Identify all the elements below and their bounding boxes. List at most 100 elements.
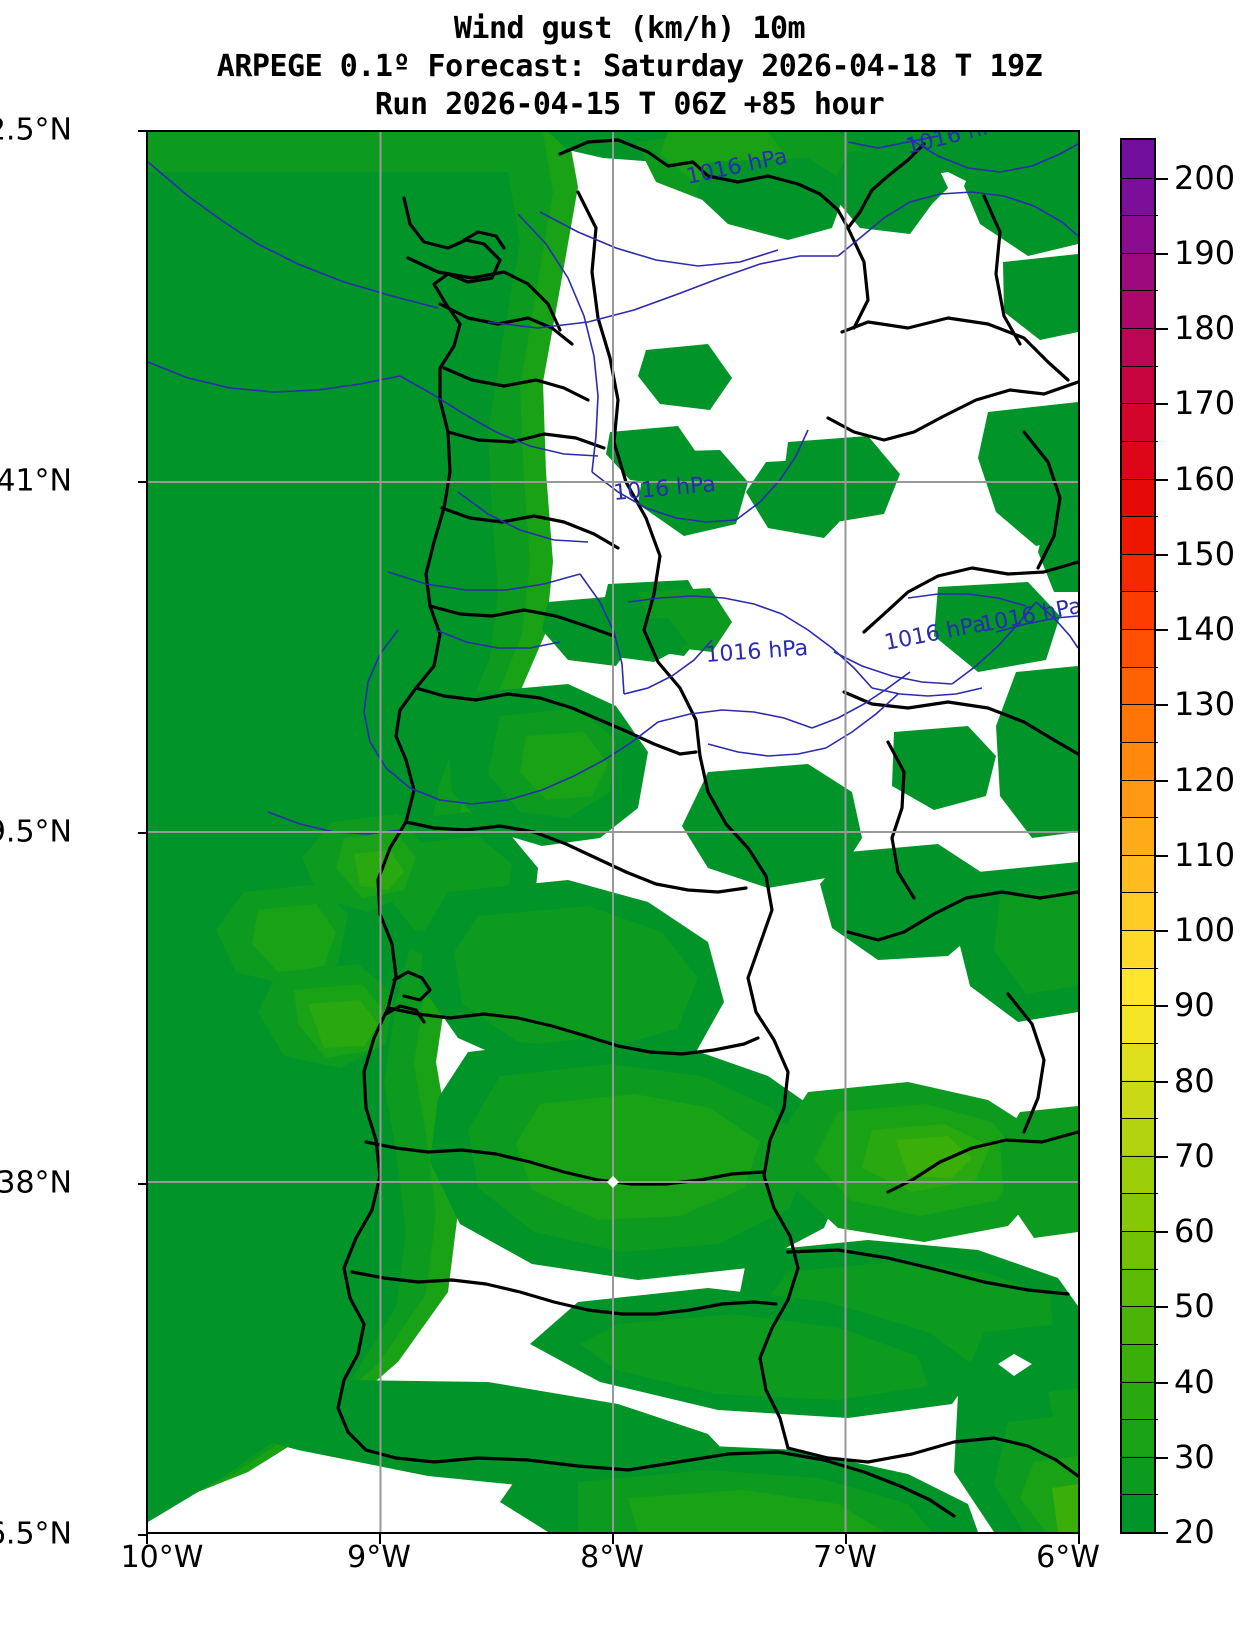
- colorbar-tick-mark: [1156, 1005, 1168, 1008]
- colorbar-band-separator: [1122, 704, 1158, 706]
- colorbar-tick-label: 190: [1174, 233, 1236, 272]
- colorbar-band-separator: [1122, 1456, 1158, 1458]
- colorbar-band-separator: [1122, 177, 1158, 179]
- colorbar-band: [1122, 741, 1154, 780]
- colorbar-band: [1122, 478, 1154, 517]
- colorbar-band: [1122, 1381, 1154, 1419]
- x-tick-mark: [379, 1534, 381, 1544]
- colorbar-tick-label: 90: [1174, 986, 1215, 1025]
- colorbar[interactable]: [1120, 138, 1158, 1534]
- colorbar-band: [1122, 967, 1154, 1006]
- colorbar-tick-label: 70: [1174, 1136, 1215, 1175]
- colorbar-band-separator: [1122, 892, 1158, 894]
- colorbar-band-separator: [1122, 478, 1158, 480]
- colorbar-band-separator: [1122, 967, 1158, 969]
- colorbar-tick-mark: [1156, 478, 1168, 481]
- colorbar-band-separator: [1122, 930, 1158, 932]
- x-tick-mark: [146, 1534, 148, 1544]
- colorbar-tick-mark: [1156, 1080, 1168, 1083]
- colorbar-band: [1122, 1117, 1154, 1156]
- colorbar-tick-label: 160: [1174, 459, 1236, 498]
- windgust-contour-fills: [148, 132, 578, 1532]
- colorbar-tick-label: 80: [1174, 1061, 1215, 1100]
- colorbar-tick-mark: [1156, 779, 1168, 782]
- colorbar-band-separator: [1122, 440, 1158, 442]
- colorbar-band: [1122, 365, 1154, 404]
- chart-subtitle: ARPEGE 0.1º Forecast: Saturday 2026-04-1…: [216, 49, 1043, 84]
- colorbar-band: [1122, 1268, 1154, 1306]
- colorbar-tick-label: 200: [1174, 158, 1236, 197]
- colorbar-band-separator: [1122, 1268, 1158, 1270]
- colorbar-band: [1122, 1042, 1154, 1081]
- colorbar-band-separator: [1122, 1080, 1158, 1082]
- colorbar-band-separator: [1122, 403, 1158, 405]
- colorbar-band: [1122, 553, 1154, 592]
- map-plot-area[interactable]: 1016 hPa 1016 hPa 1016 hPa 1016 hPa 1016…: [146, 130, 1080, 1534]
- colorbar-band-separator: [1122, 741, 1158, 743]
- colorbar-band-separator: [1122, 1419, 1158, 1421]
- grid-intersection-marker: [607, 1176, 619, 1188]
- pressure-isobars: [148, 135, 1078, 835]
- colorbar-tick-mark: [1156, 553, 1168, 556]
- colorbar-band: [1122, 892, 1154, 930]
- windgust-patch-south: [208, 1038, 1078, 1532]
- x-tick-label-10w: 10°W: [120, 1540, 204, 1575]
- colorbar-tick-label: 110: [1174, 835, 1236, 874]
- colorbar-band-separator: [1122, 1155, 1158, 1157]
- isobar-label: 1016 hPa: [705, 636, 809, 668]
- colorbar-band: [1122, 1343, 1154, 1382]
- colorbar-tick-mark: [1156, 328, 1168, 331]
- colorbar-tick-label: 150: [1174, 534, 1236, 573]
- colorbar-band-separator: [1122, 1118, 1158, 1120]
- colorbar-band: [1122, 1305, 1154, 1344]
- colorbar-band-separator: [1122, 1193, 1158, 1195]
- colorbar-band: [1122, 440, 1154, 479]
- colorbar-band: [1122, 403, 1154, 441]
- colorbar-band: [1122, 328, 1154, 366]
- colorbar-band-separator: [1122, 854, 1158, 856]
- colorbar-band-separator: [1122, 1381, 1158, 1383]
- colorbar-band-separator: [1122, 215, 1158, 217]
- chart-subtitle-2: Run 2026-04-15 T 06Z +85 hour: [374, 87, 885, 122]
- colorbar-band: [1122, 854, 1154, 893]
- colorbar-tick-mark: [1156, 930, 1168, 933]
- x-tick-label-6w: 6°W: [1036, 1540, 1100, 1575]
- x-tick-mark: [1078, 1534, 1080, 1544]
- x-tick-mark: [845, 1534, 847, 1544]
- map-canvas: 1016 hPa 1016 hPa 1016 hPa 1016 hPa 1016…: [148, 132, 1078, 1532]
- colorbar-band: [1122, 591, 1154, 629]
- chart-title-block: Wind gust (km/h) 10m ARPEGE 0.1º Forecas…: [0, 10, 1259, 124]
- y-tick-mark: [138, 1183, 148, 1185]
- colorbar-band-separator: [1122, 553, 1158, 555]
- y-tick-label-39-5: 39.5°N: [0, 814, 72, 850]
- colorbar-tick-mark: [1156, 1532, 1168, 1534]
- colorbar-tick-label: 20: [1174, 1513, 1215, 1551]
- x-tick-label-9w: 9°W: [347, 1540, 411, 1575]
- colorbar-band: [1122, 1080, 1154, 1118]
- colorbar-band-separator: [1122, 779, 1158, 781]
- colorbar-band-separator: [1122, 666, 1158, 668]
- windgust-patch-central: [216, 666, 1078, 1076]
- y-tick-mark: [138, 832, 148, 834]
- colorbar-band: [1122, 779, 1154, 817]
- colorbar-tick-mark: [1156, 252, 1168, 255]
- colorbar-band-separator: [1122, 1042, 1158, 1044]
- colorbar-band: [1122, 666, 1154, 705]
- colorbar-band-separator: [1122, 1494, 1158, 1496]
- colorbar-band: [1122, 929, 1154, 968]
- colorbar-band: [1122, 177, 1154, 216]
- colorbar-tick-mark: [1156, 1231, 1168, 1234]
- colorbar-tick-label: 140: [1174, 610, 1236, 649]
- colorbar-band: [1122, 215, 1154, 253]
- y-tick-mark: [138, 130, 148, 132]
- colorbar-band-separator: [1122, 1343, 1158, 1345]
- colorbar-band-separator: [1122, 1306, 1158, 1308]
- colorbar-band: [1122, 1418, 1154, 1457]
- colorbar-band: [1122, 290, 1154, 329]
- colorbar-band: [1122, 1193, 1154, 1231]
- x-tick-label-7w: 7°W: [813, 1540, 877, 1575]
- x-tick-mark: [612, 1534, 614, 1544]
- colorbar-tick-label: 60: [1174, 1212, 1215, 1251]
- colorbar-band: [1122, 1456, 1154, 1494]
- colorbar-tick-mark: [1156, 704, 1168, 707]
